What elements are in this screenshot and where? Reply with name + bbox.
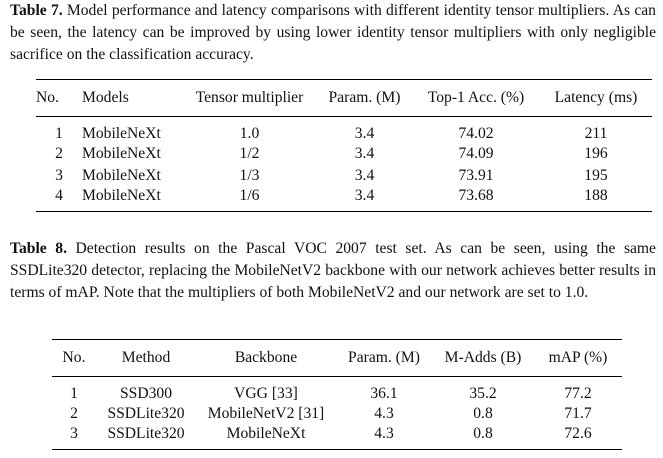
cell-no: 3 <box>70 425 78 442</box>
cell-latency: 196 <box>584 145 608 162</box>
table7-header-models: Models <box>82 79 182 117</box>
cell-latency: 195 <box>584 167 608 184</box>
cell-tensor-multiplier: 1/6 <box>239 187 260 204</box>
table8-header-madds: M-Adds (B) <box>432 339 534 377</box>
table7-header-row: No. Models Tensor multiplier Param. (M) … <box>36 79 652 117</box>
cell-method: SSDLite320 <box>107 425 185 442</box>
table-row: 1 SSD300 VGG [33] 36.1 35.2 77.2 <box>52 377 622 404</box>
table7-caption: Table 7. Model performance and latency c… <box>10 0 656 66</box>
cell-top1-acc: 74.09 <box>458 145 494 162</box>
table7-caption-label: Table 7. <box>10 2 63 19</box>
cell-param: 4.3 <box>374 425 394 442</box>
table-row: 3 SSDLite320 MobileNeXt 4.3 0.8 72.6 <box>52 425 622 450</box>
cell-backbone: MobileNetV2 [31] <box>207 405 325 422</box>
table8-header-map: mAP (%) <box>534 339 622 377</box>
cell-latency: 188 <box>584 187 608 204</box>
table8-header-backbone: Backbone <box>196 339 336 377</box>
table-row: 2 SSDLite320 MobileNetV2 [31] 4.3 0.8 71… <box>52 403 622 425</box>
cell-no: 2 <box>70 405 78 422</box>
cell-madds: 0.8 <box>473 425 493 442</box>
table8-header-no: No. <box>52 339 96 377</box>
cell-tensor-multiplier: 1/2 <box>239 145 260 162</box>
cell-no: 4 <box>55 187 63 204</box>
cell-param: 3.4 <box>354 187 375 204</box>
cell-map: 77.2 <box>564 385 592 402</box>
table7-header-param: Param. (M) <box>317 79 412 117</box>
cell-param: 3.4 <box>354 145 375 162</box>
table7-caption-text: Model performance and latency comparison… <box>10 2 656 63</box>
table8-caption-text: Detection results on the Pascal VOC 2007… <box>10 240 656 301</box>
cell-param: 36.1 <box>370 385 398 402</box>
table-row: 1 MobileNeXt 1.0 3.4 74.02 211 <box>36 117 652 144</box>
cell-no: 3 <box>55 167 63 184</box>
cell-no: 1 <box>55 125 63 142</box>
table-row: 4 MobileNeXt 1/6 3.4 73.68 188 <box>36 187 652 212</box>
table7-header-tensor-multiplier: Tensor multiplier <box>182 79 317 117</box>
cell-param: 3.4 <box>354 167 375 184</box>
cell-model: MobileNeXt <box>82 145 161 162</box>
table-row: 2 MobileNeXt 1/2 3.4 74.09 196 <box>36 143 652 165</box>
table7-header-top1-acc: Top-1 Acc. (%) <box>412 79 540 117</box>
table7-header-no: No. <box>36 79 82 117</box>
cell-top1-acc: 73.68 <box>458 187 494 204</box>
cell-madds: 35.2 <box>469 385 497 402</box>
cell-method: SSD300 <box>120 385 172 402</box>
cell-param: 4.3 <box>374 405 394 422</box>
cell-map: 71.7 <box>564 405 592 422</box>
cell-map: 72.6 <box>564 425 592 442</box>
table7-header-latency: Latency (ms) <box>540 79 652 117</box>
cell-model: MobileNeXt <box>82 167 161 184</box>
table7: No. Models Tensor multiplier Param. (M) … <box>36 79 652 212</box>
cell-madds: 0.8 <box>473 405 493 422</box>
cell-no: 2 <box>55 145 63 162</box>
cell-model: MobileNeXt <box>82 125 161 142</box>
cell-method: SSDLite320 <box>107 405 185 422</box>
cell-tensor-multiplier: 1/3 <box>239 167 260 184</box>
cell-latency: 211 <box>584 125 608 142</box>
table8-header-row: No. Method Backbone Param. (M) M-Adds (B… <box>52 339 622 377</box>
cell-param: 3.4 <box>354 125 375 142</box>
cell-backbone: VGG [33] <box>234 385 298 402</box>
table8: No. Method Backbone Param. (M) M-Adds (B… <box>52 339 622 450</box>
cell-top1-acc: 74.02 <box>458 125 494 142</box>
table8-header-method: Method <box>96 339 196 377</box>
table8-header-param: Param. (M) <box>336 339 432 377</box>
cell-top1-acc: 73.91 <box>458 167 494 184</box>
cell-tensor-multiplier: 1.0 <box>239 125 260 142</box>
cell-no: 1 <box>70 385 78 402</box>
table8-caption: Table 8. Detection results on the Pascal… <box>10 238 656 304</box>
cell-model: MobileNeXt <box>82 187 161 204</box>
cell-backbone: MobileNeXt <box>226 425 306 442</box>
table8-caption-label: Table 8. <box>10 240 67 257</box>
table-row: 3 MobileNeXt 1/3 3.4 73.91 195 <box>36 165 652 187</box>
